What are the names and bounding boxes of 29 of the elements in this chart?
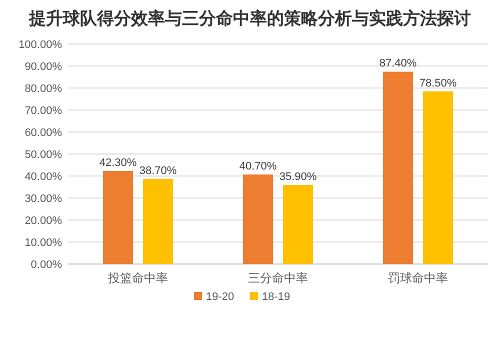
bar xyxy=(423,91,453,264)
bar xyxy=(243,174,273,264)
legend-label: 18-19 xyxy=(262,291,290,303)
chart-title: 提升球队得分效率与三分命中率的策略分析与实践方法探讨 xyxy=(28,9,471,28)
y-tick-label: 20.00% xyxy=(24,215,62,227)
x-tick-label: 三分命中率 xyxy=(248,271,308,285)
bar xyxy=(103,170,133,264)
y-tick-label: 90.00% xyxy=(24,61,62,73)
y-tick-label: 100.00% xyxy=(18,39,62,51)
bar xyxy=(383,72,413,264)
y-tick-label: 0.00% xyxy=(30,259,62,271)
x-tick-label: 投篮命中率 xyxy=(107,271,168,285)
y-tick-label: 10.00% xyxy=(24,237,62,249)
y-tick-label: 70.00% xyxy=(24,105,62,117)
legend-label: 19-20 xyxy=(206,291,234,303)
y-tick-label: 30.00% xyxy=(24,193,62,205)
data-label: 42.30% xyxy=(99,156,137,169)
data-label: 38.70% xyxy=(139,164,177,177)
y-tick-label: 50.00% xyxy=(24,149,62,161)
data-label: 40.70% xyxy=(239,160,277,172)
bar xyxy=(143,178,173,264)
data-label: 35.90% xyxy=(279,171,317,184)
y-tick-label: 40.00% xyxy=(24,171,62,183)
bar xyxy=(283,185,313,264)
x-tick-label: 罚球命中率 xyxy=(388,271,448,285)
data-label: 78.50% xyxy=(419,77,457,90)
data-label: 87.40% xyxy=(379,58,417,70)
y-tick-label: 60.00% xyxy=(24,127,62,139)
y-tick-label: 80.00% xyxy=(24,83,62,95)
